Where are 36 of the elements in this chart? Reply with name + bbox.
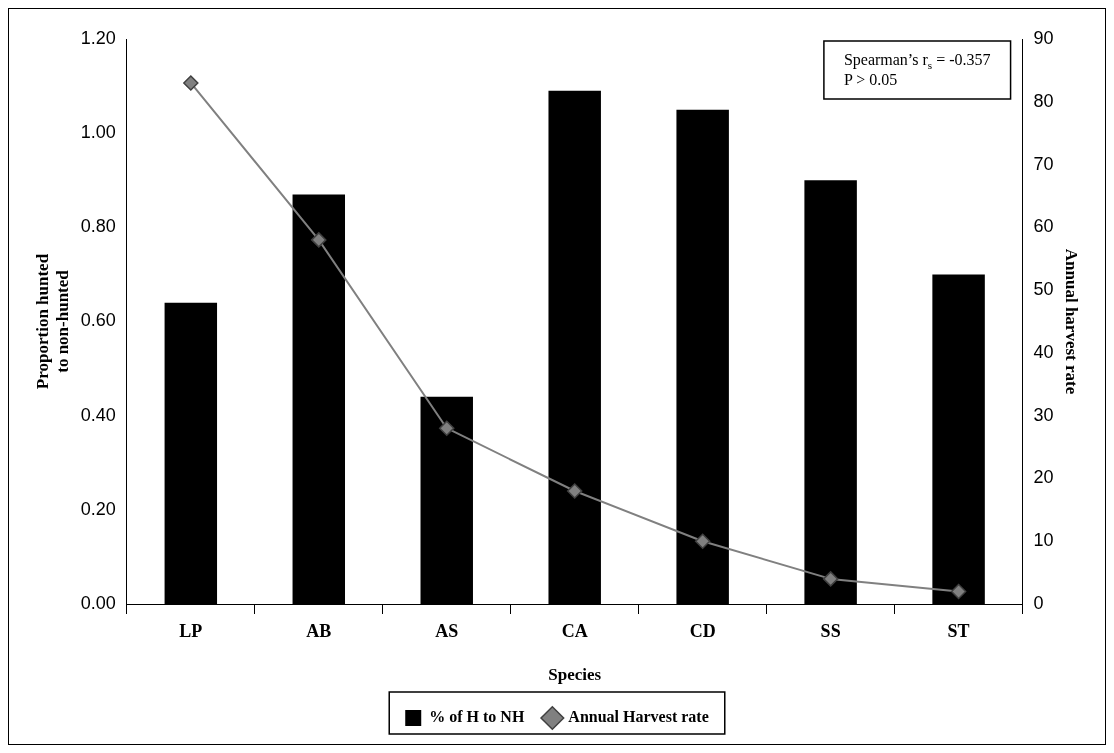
x-tick-label: LP bbox=[179, 621, 203, 642]
point bbox=[183, 75, 199, 91]
y-axis-title: Proportion hunted to non-hunted bbox=[32, 253, 72, 390]
x-tick-label: ST bbox=[947, 621, 970, 642]
x-tick-label: SS bbox=[820, 621, 841, 642]
point bbox=[311, 232, 327, 248]
y2-axis-title: Annual harvest rate bbox=[1062, 248, 1082, 395]
x-tick-label: AB bbox=[306, 621, 332, 642]
y-tick-label: 1.00 bbox=[80, 122, 116, 143]
x-tick-label: AS bbox=[435, 621, 459, 642]
y-tick-label: 0.00 bbox=[80, 592, 116, 613]
y2-tick-label: 40 bbox=[1033, 341, 1054, 362]
y-tick-label: 1.20 bbox=[80, 27, 116, 48]
point bbox=[438, 420, 455, 436]
y2-tick-label: 30 bbox=[1033, 404, 1054, 425]
y2-tick-label: 10 bbox=[1033, 530, 1054, 551]
point bbox=[566, 483, 583, 499]
y-tick-label: 0.80 bbox=[80, 216, 116, 237]
y-tick-label: 0.20 bbox=[80, 498, 116, 519]
y2-tick-label: 0 bbox=[1033, 592, 1044, 613]
y-tick-label: 0.40 bbox=[80, 404, 116, 425]
y2-tick-label: 90 bbox=[1033, 27, 1054, 48]
x-axis-title: Species bbox=[548, 665, 602, 685]
y2-tick-label: 70 bbox=[1033, 153, 1054, 174]
x-tick-label: CD bbox=[689, 621, 716, 642]
y-tick-label: 0.60 bbox=[80, 310, 116, 331]
y2-tick-label: 80 bbox=[1033, 90, 1054, 111]
point bbox=[950, 583, 967, 600]
legend-label: Annual Harvest rate bbox=[568, 708, 709, 726]
y2-tick-label: 60 bbox=[1033, 216, 1054, 237]
legend-label: % of H to NH bbox=[429, 708, 525, 726]
point bbox=[822, 571, 839, 587]
y2-tick-label: 20 bbox=[1033, 467, 1054, 488]
point bbox=[694, 533, 711, 549]
x-tick-label: CA bbox=[561, 621, 588, 642]
y2-tick-label: 50 bbox=[1033, 279, 1054, 300]
